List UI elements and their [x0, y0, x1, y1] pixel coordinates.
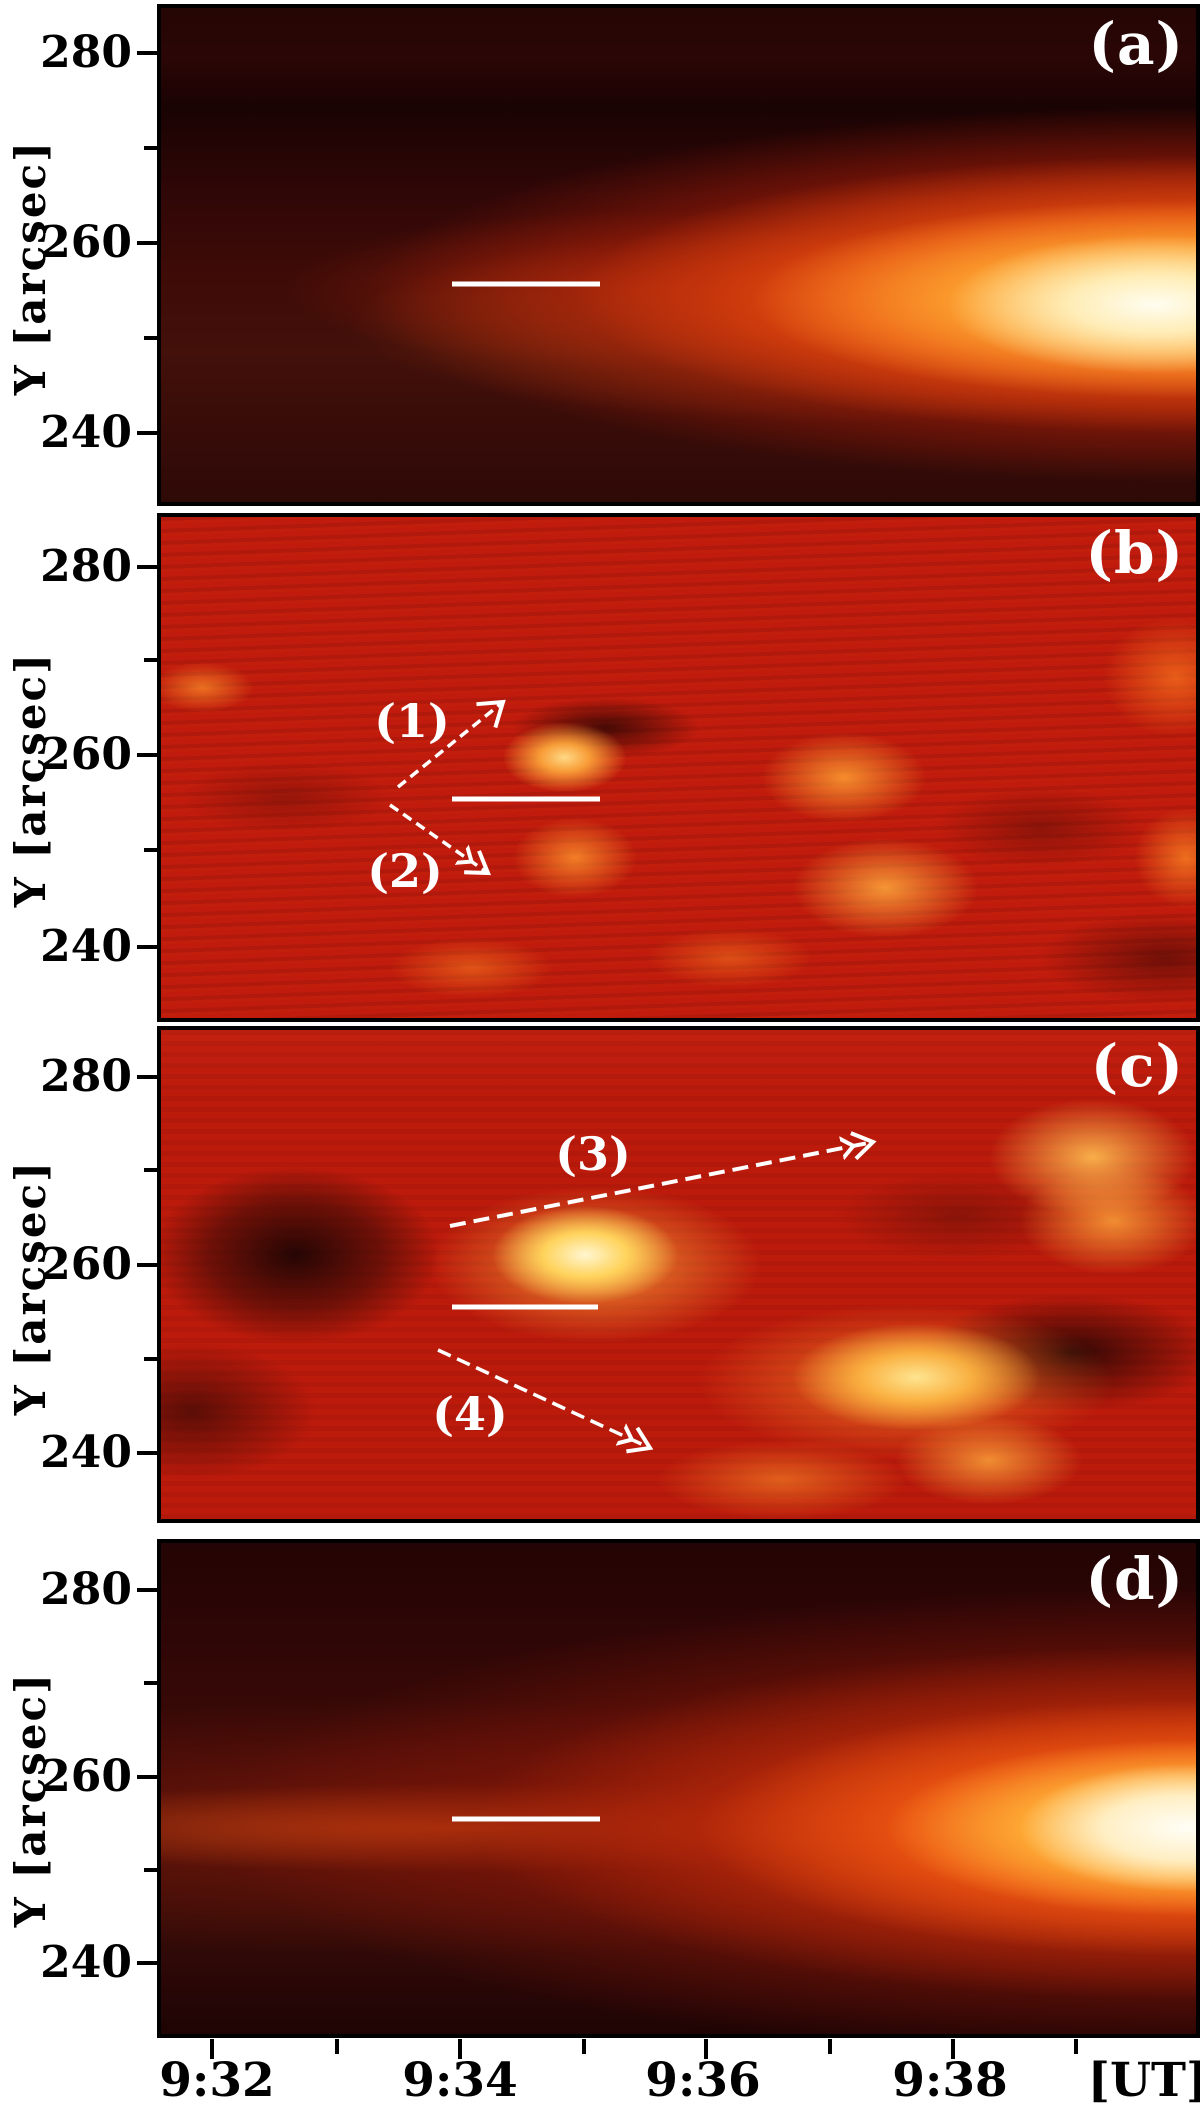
panel-d-annotations [452, 1816, 600, 1822]
panel-b-annotations: (1) (2) [367, 694, 600, 898]
arrow-4-label: (4) [432, 1387, 508, 1441]
y-tick-a-280 [137, 51, 157, 55]
panel-b-letter: (b) [1085, 519, 1184, 587]
heatmap-b [161, 517, 1196, 1018]
panel-c: (3) (4) (c) [157, 1026, 1200, 1523]
y-tick-b-280 [137, 565, 157, 569]
y-tick-d-250 [144, 1868, 157, 1872]
y-tick-c-270 [144, 1168, 157, 1172]
panel-a-annotations [452, 281, 600, 287]
arrow-4 [437, 1348, 650, 1448]
arrow-3 [449, 1142, 873, 1228]
y-tick-a-250 [144, 336, 157, 340]
y-tick-d-280 [137, 1588, 157, 1592]
x-label-934: 9:34 [402, 2053, 518, 2108]
y-label-b-240: 240 [40, 921, 132, 972]
panel-c-annotations: (3) (4) [432, 1127, 1196, 1519]
x-label-936: 9:36 [645, 2053, 761, 2108]
y-label-d-280: 280 [40, 1564, 132, 1615]
y-tick-d-260 [137, 1775, 157, 1779]
y-tick-c-250 [144, 1357, 157, 1361]
heatmap-a [161, 8, 1196, 502]
x-tick-937 [828, 2039, 832, 2054]
panel-d: (d) [157, 1539, 1200, 2038]
x-tick-939 [1074, 2039, 1078, 2054]
x-label-938: 9:38 [892, 2053, 1008, 2108]
arrow-2-label: (2) [367, 844, 443, 898]
y-tick-b-250 [144, 848, 157, 852]
y-tick-d-270 [144, 1681, 157, 1685]
y-label-b-280: 280 [40, 541, 132, 592]
arrow-2 [389, 803, 488, 873]
arrow-3-label: (3) [555, 1127, 631, 1181]
panel-a-letter: (a) [1088, 10, 1184, 78]
x-tick-935 [582, 2039, 586, 2054]
panel-d-letter: (d) [1085, 1545, 1184, 1613]
y-tick-a-270 [144, 146, 157, 150]
y-label-d-240: 240 [40, 1937, 132, 1988]
heatmap-c [161, 1030, 1196, 1519]
y-tick-b-240 [137, 945, 157, 949]
y-tick-c-280 [137, 1075, 157, 1079]
x-tick-934 [458, 2039, 462, 2059]
x-tick-933 [335, 2039, 339, 2054]
y-tick-a-240 [137, 431, 157, 435]
y-tick-b-270 [144, 658, 157, 662]
arrow-1 [396, 699, 506, 789]
y-label-c-240: 240 [40, 1427, 132, 1478]
y-label-c-260: 260 [40, 1239, 132, 1290]
panel-b: (1) (2) (b) [157, 513, 1200, 1022]
panel-c-letter: (c) [1090, 1032, 1184, 1100]
x-label-932: 9:32 [159, 2053, 275, 2108]
panel-a: (a) [157, 4, 1200, 506]
y-label-b-260: 260 [40, 729, 132, 780]
heatmap-d [161, 1543, 1196, 2034]
y-tick-a-260 [137, 241, 157, 245]
x-unit-label: [UT] [1087, 2053, 1200, 2108]
y-label-d-260: 260 [40, 1751, 132, 1802]
x-tick-932 [210, 2039, 214, 2059]
y-tick-d-240 [137, 1961, 157, 1965]
y-label-a-260: 260 [40, 217, 132, 268]
x-tick-936 [704, 2039, 708, 2059]
y-label-a-280: 280 [40, 27, 132, 78]
y-tick-c-260 [137, 1263, 157, 1267]
y-tick-c-240 [137, 1451, 157, 1455]
y-label-a-240: 240 [40, 407, 132, 458]
y-tick-b-260 [137, 753, 157, 757]
y-label-c-280: 280 [40, 1051, 132, 1102]
x-tick-938 [951, 2039, 955, 2059]
arrow-1-label: (1) [374, 694, 450, 748]
